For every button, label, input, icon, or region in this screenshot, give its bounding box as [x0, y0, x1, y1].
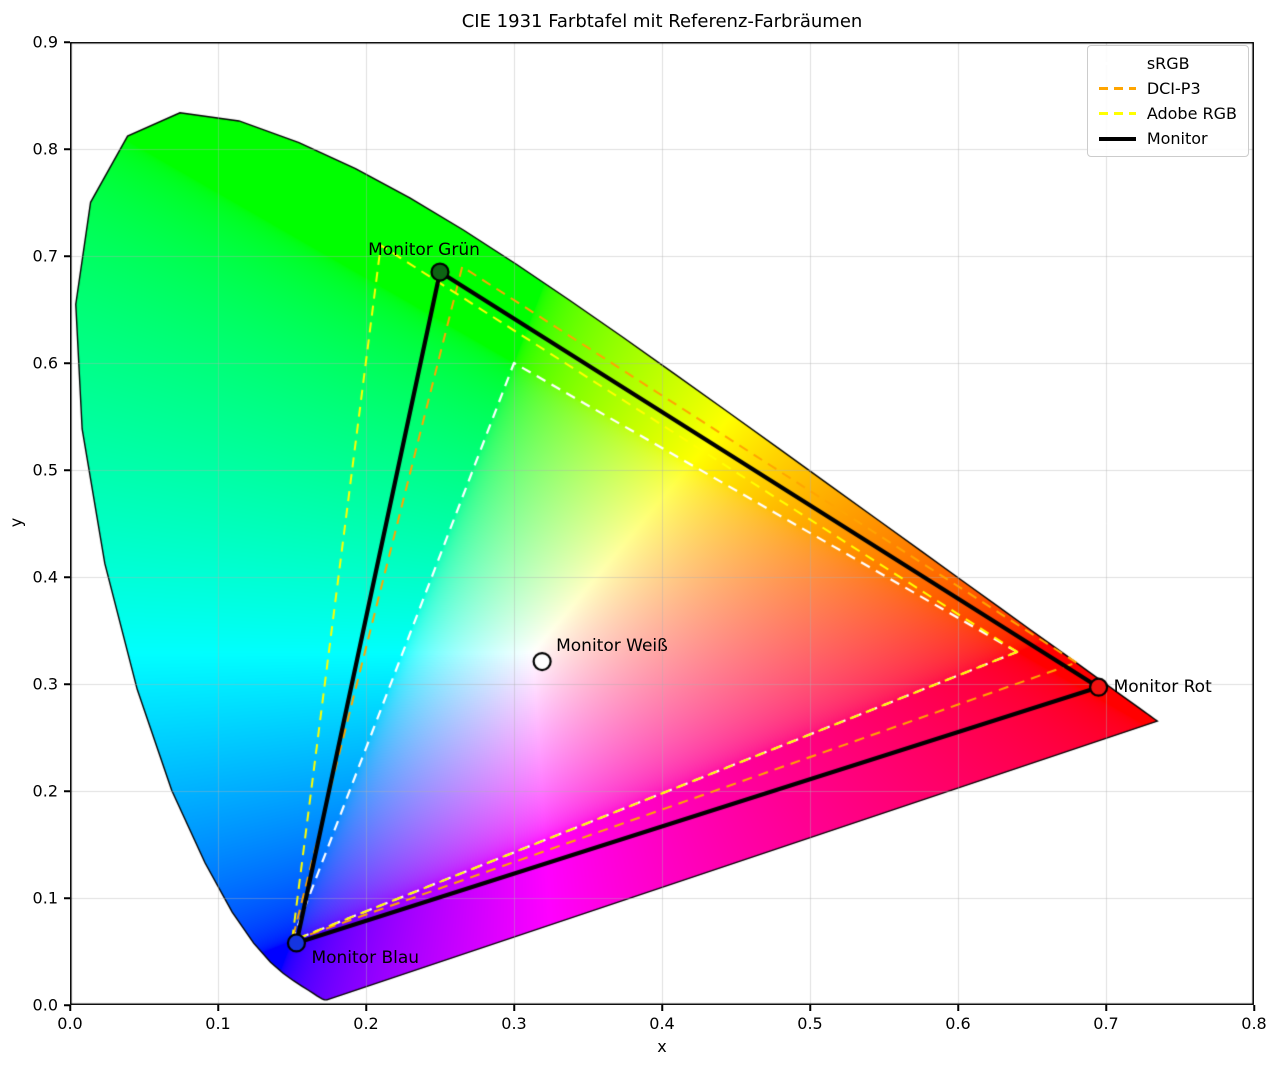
x-tick-label: 0.2 [353, 1014, 379, 1033]
y-tick-label: 0.2 [32, 781, 58, 801]
y-tick-label: 0.3 [32, 674, 58, 694]
legend-label-dci-p3: DCI-P3 [1146, 79, 1201, 98]
x-tick-mark [1105, 1005, 1107, 1011]
x-tick-label: 0.5 [797, 1014, 823, 1033]
legend-item-adobe-rgb: Adobe RGB [1098, 104, 1237, 123]
x-tick-label: 0.6 [945, 1014, 971, 1033]
x-tick-mark [809, 1005, 811, 1011]
x-tick-mark [365, 1005, 367, 1011]
y-tick-mark [64, 469, 70, 471]
y-tick-label: 0.6 [32, 353, 58, 373]
legend-item-srgb: sRGB [1098, 54, 1237, 73]
y-tick-label: 0.7 [32, 246, 58, 266]
x-tick-mark [957, 1005, 959, 1011]
legend-label-srgb: sRGB [1146, 54, 1190, 73]
legend-line-dci-p3 [1098, 87, 1136, 90]
y-tick-mark [64, 576, 70, 578]
chart-title: CIE 1931 Farbtafel mit Referenz-Farbräum… [461, 11, 863, 32]
y-tick-label: 0.1 [32, 888, 58, 908]
point-label-monitor-gruen: Monitor Grün [368, 240, 480, 261]
legend-line-adobe-rgb [1098, 112, 1136, 115]
y-tick-mark [64, 362, 70, 364]
x-axis-label: x [657, 1037, 667, 1056]
point-label-monitor-rot: Monitor Rot [1113, 677, 1212, 698]
y-tick-label: 0.5 [32, 460, 58, 480]
x-tick-label: 0.3 [501, 1014, 527, 1033]
y-tick-label: 0.4 [32, 567, 58, 587]
legend-line-monitor [1098, 136, 1136, 141]
legend: sRGB DCI-P3 Adobe RGB Monitor [1086, 45, 1249, 157]
point-label-monitor-blau: Monitor Blau [311, 947, 420, 968]
chromaticity-canvas [70, 42, 1254, 1005]
x-tick-label: 0.8 [1241, 1014, 1267, 1033]
legend-item-monitor: Monitor [1098, 129, 1237, 148]
x-tick-mark [69, 1005, 71, 1011]
y-tick-mark [64, 790, 70, 792]
x-tick-mark [513, 1005, 515, 1011]
y-tick-label: 0.8 [32, 139, 58, 159]
y-tick-mark [64, 683, 70, 685]
y-axis-label: y [6, 517, 26, 528]
y-tick-mark [64, 41, 70, 43]
x-tick-label: 0.7 [1093, 1014, 1119, 1033]
y-tick-mark [64, 1004, 70, 1006]
legend-label-adobe-rgb: Adobe RGB [1146, 104, 1237, 123]
x-tick-label: 0.4 [649, 1014, 675, 1033]
legend-item-dci-p3: DCI-P3 [1098, 79, 1237, 98]
x-tick-label: 0.0 [57, 1014, 83, 1033]
y-tick-mark [64, 897, 70, 899]
y-tick-label: 0.9 [32, 32, 58, 52]
y-tick-mark [64, 255, 70, 257]
y-tick-mark [64, 148, 70, 150]
x-tick-mark [1253, 1005, 1255, 1011]
point-label-monitor-weiss: Monitor Weiß [556, 635, 668, 656]
y-tick-label: 0.0 [32, 995, 58, 1015]
x-tick-mark [217, 1005, 219, 1011]
legend-label-monitor: Monitor [1146, 129, 1208, 148]
plot-area: Monitor Grün Monitor Rot Monitor Blau Mo… [33, 33, 1267, 1034]
x-tick-label: 0.1 [205, 1014, 231, 1033]
legend-line-srgb [1098, 62, 1136, 65]
x-tick-mark [661, 1005, 663, 1011]
